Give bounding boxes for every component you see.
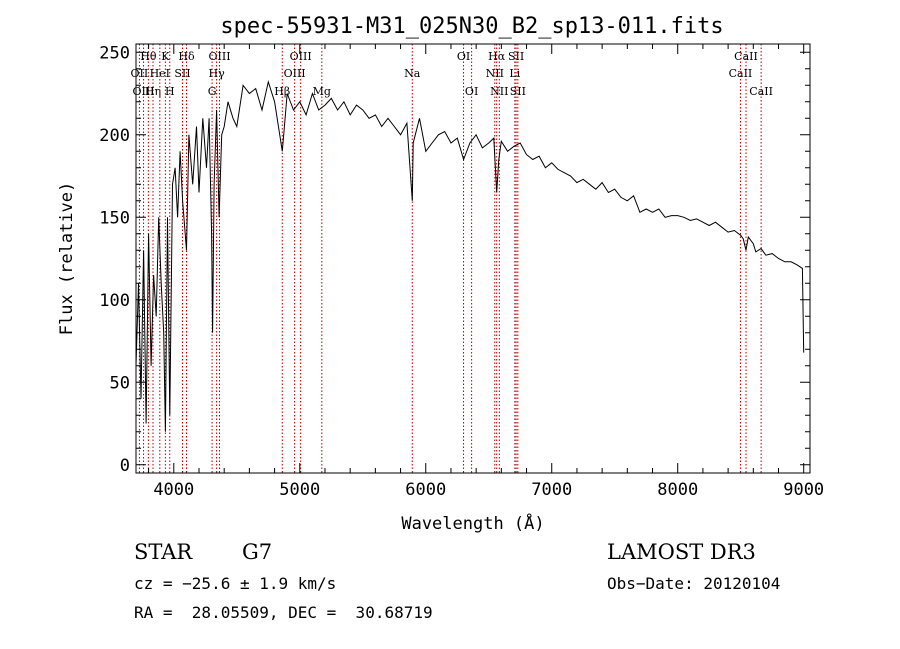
x-tick-label: 9000 bbox=[783, 480, 824, 500]
chart-title: spec-55931-M31_025N30_B2_sp13-011.fits bbox=[220, 14, 723, 39]
spectral-line-label: NII bbox=[486, 67, 504, 80]
survey-name: LAMOST DR3 bbox=[607, 540, 756, 564]
x-tick-label: 5000 bbox=[279, 480, 320, 500]
y-tick-label: 150 bbox=[99, 208, 130, 228]
spectral-line-label: SII bbox=[174, 67, 190, 80]
spectral-line-label: NII bbox=[490, 85, 508, 98]
spectral-line-label: OIII bbox=[284, 67, 306, 80]
spectral-line-label: CaII bbox=[729, 67, 753, 80]
x-axis: 4000 5000 6000 7000 8000 9000 bbox=[148, 44, 824, 500]
plot-frame bbox=[135, 43, 811, 474]
spectral-line-label: SII bbox=[508, 50, 524, 63]
spectral-line-label: K bbox=[161, 50, 170, 63]
redshift-cz: cz = −25.6 ± 1.9 km/s bbox=[134, 574, 337, 593]
spectral-line-label: Hβ bbox=[274, 85, 290, 98]
spectral-line-label: H bbox=[165, 85, 175, 98]
observation-date: Obs−Date: 20120104 bbox=[607, 574, 781, 593]
y-tick-label: 250 bbox=[99, 43, 130, 63]
spectral-line-label: CaII bbox=[734, 50, 758, 63]
spectral-line-label: CaII bbox=[749, 85, 773, 98]
spectral-line-label: Na bbox=[404, 67, 421, 80]
spectral-line-label: Hα bbox=[488, 50, 506, 63]
x-tick-label: 4000 bbox=[153, 480, 194, 500]
spectral-line-label: OI bbox=[457, 50, 470, 63]
spectral-line-label: Hθ bbox=[140, 50, 157, 63]
spectral-line-label: HeI bbox=[150, 67, 170, 80]
y-axis: 0 50 100 150 200 250 bbox=[99, 43, 810, 476]
spectral-line-label: OI bbox=[465, 85, 478, 98]
spectral-line-label: SII bbox=[510, 85, 526, 98]
x-tick-label: 6000 bbox=[405, 480, 446, 500]
spectral-line-label: Mg bbox=[313, 85, 331, 98]
x-axis-label: Wavelength (Å) bbox=[401, 512, 544, 534]
object-class: STAR bbox=[134, 540, 193, 564]
y-tick-label: 100 bbox=[99, 291, 130, 311]
coordinates: RA = 28.05509, DEC = 30.68719 bbox=[134, 603, 433, 622]
spectral-line-label: OIII bbox=[133, 85, 155, 98]
spectral-line-label: G bbox=[208, 85, 217, 98]
y-tick-label: 0 bbox=[120, 456, 130, 476]
spectral-line-label: Hη bbox=[145, 85, 161, 98]
series-group bbox=[135, 79, 805, 432]
object-subclass: G7 bbox=[242, 540, 273, 564]
spectral-line-label: Hδ bbox=[178, 50, 195, 63]
y-tick-label: 50 bbox=[110, 373, 130, 393]
y-tick-label: 200 bbox=[99, 126, 130, 146]
spectral-line-label: OIII bbox=[208, 50, 230, 63]
x-tick-label: 7000 bbox=[531, 480, 572, 500]
y-axis-label: Flux (relative) bbox=[57, 182, 77, 336]
spectral-line-label: Hγ bbox=[209, 67, 226, 80]
series-line bbox=[135, 79, 805, 432]
x-tick-label: 8000 bbox=[657, 480, 698, 500]
spectral-line-label: OIII bbox=[290, 50, 312, 63]
spectral-line-label: Li bbox=[509, 67, 520, 80]
